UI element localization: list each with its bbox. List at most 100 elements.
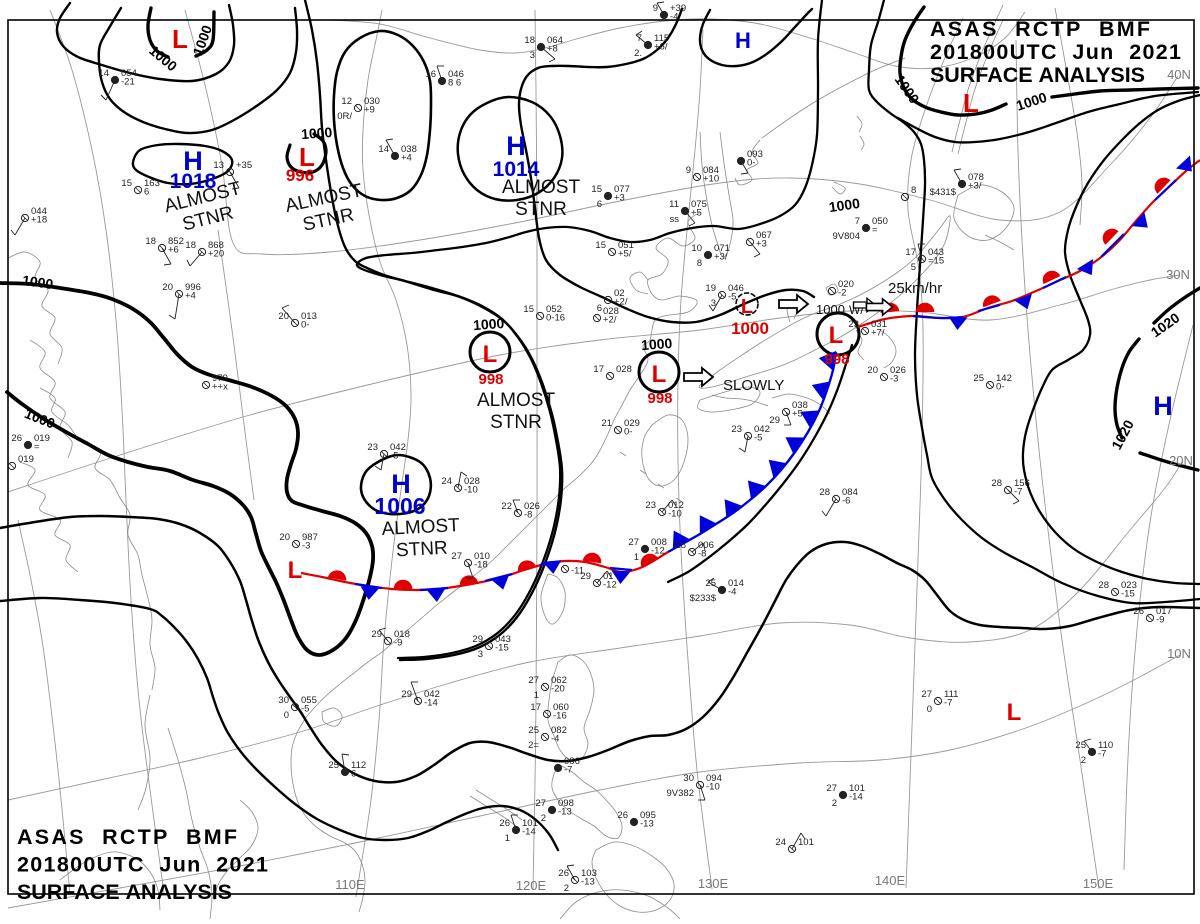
svg-text:L: L — [299, 142, 315, 172]
svg-text:18: 18 — [185, 240, 196, 251]
svg-text:-13: -13 — [640, 819, 654, 830]
svg-text:-12: -12 — [603, 580, 617, 591]
svg-text:30: 30 — [278, 695, 289, 706]
svg-text:-16: -16 — [553, 711, 567, 722]
svg-text:18: 18 — [145, 236, 156, 247]
svg-text:9V804: 9V804 — [833, 231, 860, 242]
svg-text:029: 029 — [624, 418, 640, 429]
svg-text:-9: -9 — [1156, 615, 1164, 626]
svg-text:+39: +39 — [670, 3, 686, 14]
svg-text:27: 27 — [451, 551, 462, 562]
svg-text:H: H — [735, 28, 751, 53]
svg-text:156: 156 — [1014, 478, 1030, 489]
svg-text:0-: 0- — [996, 382, 1004, 393]
svg-text:13: 13 — [213, 160, 224, 171]
svg-text:14: 14 — [378, 144, 389, 155]
svg-text:3: 3 — [530, 50, 535, 61]
svg-text:2=: 2= — [528, 740, 539, 751]
svg-text:014: 014 — [728, 578, 744, 589]
svg-text:2: 2 — [564, 883, 569, 894]
svg-text:20: 20 — [278, 311, 289, 322]
svg-text:H: H — [1153, 391, 1173, 421]
svg-text:ASAS RCTP BMF: ASAS RCTP BMF — [17, 825, 237, 849]
svg-text:1000: 1000 — [816, 302, 845, 317]
svg-text:14: 14 — [98, 68, 109, 79]
svg-text:130E: 130E — [698, 876, 729, 891]
svg-text:10: 10 — [691, 243, 702, 254]
svg-text:24: 24 — [775, 837, 786, 848]
svg-text:11: 11 — [669, 199, 679, 210]
svg-text:+7/: +7/ — [871, 328, 885, 339]
svg-text:998: 998 — [647, 390, 672, 407]
svg-text:084: 084 — [703, 165, 719, 176]
svg-text:28: 28 — [1098, 580, 1109, 591]
svg-text:29: 29 — [769, 415, 780, 426]
svg-text:1000: 1000 — [473, 315, 505, 333]
svg-text:25: 25 — [1075, 740, 1086, 751]
svg-text:0-: 0- — [624, 427, 632, 438]
svg-text:L: L — [741, 296, 753, 318]
svg-text:111: 111 — [944, 689, 958, 700]
svg-text:030: 030 — [364, 96, 380, 107]
svg-text:042: 042 — [390, 442, 406, 453]
svg-text:031: 031 — [871, 319, 887, 330]
svg-text:-13: -13 — [581, 877, 595, 888]
svg-text:27: 27 — [826, 783, 837, 794]
svg-text:+3: +3 — [614, 193, 625, 204]
svg-text:998: 998 — [478, 371, 503, 388]
svg-text:22: 22 — [501, 501, 512, 512]
svg-text:26: 26 — [11, 433, 22, 444]
svg-text:028: 028 — [603, 306, 619, 317]
svg-text:=15: =15 — [928, 256, 944, 267]
svg-text:26: 26 — [617, 810, 628, 821]
svg-text:23: 23 — [645, 500, 656, 511]
svg-text:20: 20 — [867, 365, 878, 376]
svg-text:101: 101 — [522, 818, 538, 829]
svg-text:2: 2 — [1081, 755, 1086, 766]
svg-text:1: 1 — [505, 833, 510, 844]
svg-text:-11: -11 — [571, 566, 584, 577]
svg-text:30: 30 — [683, 773, 694, 784]
svg-text:-10: -10 — [668, 509, 682, 520]
svg-text:$431$: $431$ — [930, 187, 957, 198]
svg-text:25km/hr: 25km/hr — [888, 280, 942, 297]
svg-text:17: 17 — [530, 702, 541, 713]
svg-text:15: 15 — [121, 178, 132, 189]
svg-text:026: 026 — [524, 501, 540, 512]
svg-text:-5: -5 — [754, 433, 762, 444]
svg-text:084: 084 — [842, 487, 858, 498]
svg-text:20N: 20N — [1169, 453, 1193, 468]
svg-text:+10: +10 — [703, 174, 719, 185]
svg-text:+3/: +3/ — [714, 252, 728, 263]
svg-text:ALMOST: ALMOST — [381, 515, 461, 540]
svg-text:L: L — [172, 24, 188, 54]
svg-text:1: 1 — [534, 690, 539, 701]
svg-text:1000: 1000 — [301, 124, 333, 142]
svg-text:046: 046 — [448, 69, 464, 80]
svg-text:23: 23 — [731, 424, 742, 435]
svg-text:15: 15 — [523, 304, 534, 315]
svg-text:010: 010 — [474, 551, 490, 562]
svg-text:093: 093 — [747, 149, 763, 160]
svg-text:18: 18 — [524, 35, 535, 46]
svg-text:-15: -15 — [1121, 589, 1135, 600]
svg-text:042: 042 — [424, 689, 440, 700]
svg-text:103: 103 — [581, 868, 597, 879]
svg-text:2: 2 — [832, 798, 837, 809]
svg-text:SURFACE ANALYSIS: SURFACE ANALYSIS — [17, 880, 232, 904]
svg-text:140E: 140E — [875, 873, 906, 888]
svg-text:+20: +20 — [208, 249, 224, 260]
svg-text:ASAS RCTP BMF: ASAS RCTP BMF — [930, 17, 1150, 41]
svg-text:25: 25 — [328, 760, 339, 771]
svg-text:028: 028 — [464, 476, 480, 487]
svg-text:086: 086 — [564, 756, 580, 767]
svg-text:L: L — [483, 341, 498, 368]
svg-text:8: 8 — [697, 258, 702, 269]
svg-text:25: 25 — [973, 373, 984, 384]
svg-text:-10: -10 — [464, 485, 478, 496]
svg-text:+6/: +6/ — [654, 42, 668, 53]
svg-text:201800UTC Jun 2021: 201800UTC Jun 2021 — [930, 40, 1181, 64]
svg-text:028: 028 — [616, 364, 632, 375]
svg-text:20: 20 — [162, 282, 173, 293]
svg-text:868: 868 — [208, 240, 224, 251]
